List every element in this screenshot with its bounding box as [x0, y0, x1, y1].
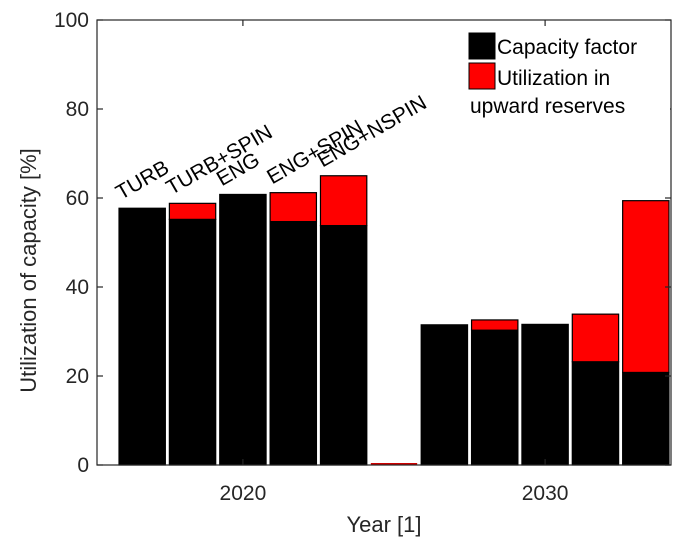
legend-box — [466, 28, 670, 126]
y-tick-label: 20 — [66, 365, 89, 388]
y-tick-label: 100 — [54, 9, 89, 32]
bar-label-turb-spin: TURB+SPIN — [162, 121, 276, 200]
bar-upward-reserves-2020-5 — [319, 175, 368, 227]
y-tick-label: 40 — [66, 276, 89, 299]
bar-upward-reserves-2020-4 — [269, 192, 318, 223]
bar-capacity-factor-2020-4 — [269, 220, 318, 466]
bar-capacity-factor-2030-1 — [420, 324, 469, 466]
bar-capacity-factor-2020-1 — [118, 207, 166, 466]
x-tick-label-2020: 2020 — [220, 482, 267, 505]
x-tick-label-2030: 2030 — [522, 482, 569, 505]
y-tick-label: 80 — [66, 98, 89, 121]
bar-upward-reserves-2030-5 — [622, 200, 670, 374]
bar-capacity-factor-2020-5 — [319, 224, 368, 466]
bar-capacity-factor-2030-2 — [470, 329, 519, 466]
bar-capacity-factor-2020-2 — [168, 218, 217, 466]
legend-entry-upward-reserves: Utilization in upward reserves — [470, 67, 625, 118]
y-axis-label: Utilization of capacity [%] — [16, 148, 41, 393]
y-tick-label: 0 — [77, 454, 89, 477]
bar-upward-reserves-2030-2 — [470, 319, 519, 331]
legend-swatch-upward-reserves — [468, 62, 496, 90]
plot-frame — [96, 19, 672, 466]
bars-group — [118, 175, 670, 466]
axes-group: 0 20 40 60 80 100 2020 2030 — [54, 9, 672, 505]
legend-swatch-capacity-factor — [468, 32, 496, 60]
legend-entry-upward-reserves-line2: upward reserves — [470, 95, 625, 118]
bar-capacity-factor-2030-4 — [571, 361, 620, 466]
bar-capacity-factor-2020-3 — [219, 193, 267, 466]
legend-entry-capacity-factor: Capacity factor — [497, 36, 637, 59]
bar-upward-reserves-2030-4 — [571, 313, 620, 363]
x-axis-label: Year [1] — [346, 512, 421, 537]
bar-capacity-factor-2030-5 — [622, 371, 670, 466]
y-tick-label: 60 — [66, 187, 89, 210]
legend: Capacity factor Utilization in upward re… — [466, 28, 670, 126]
legend-entry-upward-reserves-line1: Utilization in — [497, 67, 610, 90]
bar-upward-reserves-2020-2 — [168, 202, 217, 220]
bar-capacity-factor-2030-3 — [521, 323, 569, 466]
